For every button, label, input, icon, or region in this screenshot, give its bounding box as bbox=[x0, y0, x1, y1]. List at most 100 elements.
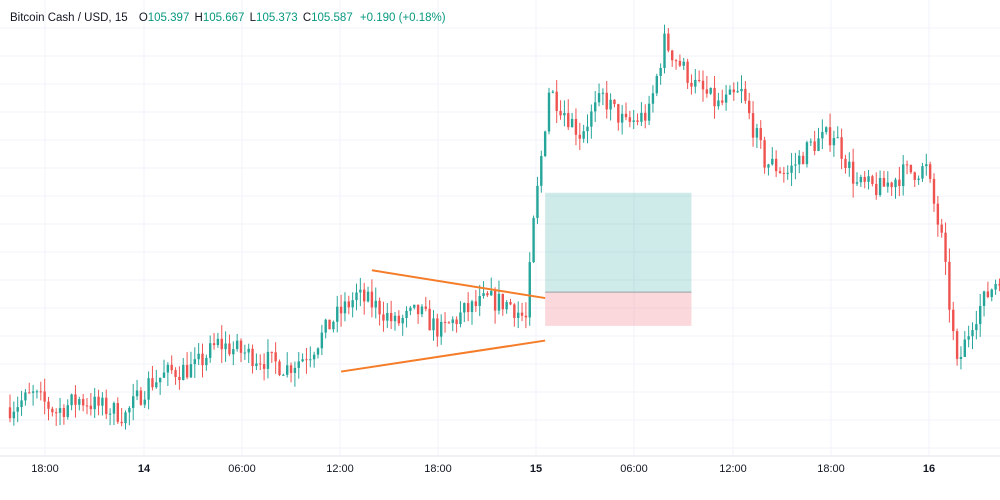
candle-body bbox=[312, 354, 316, 360]
candle-body bbox=[162, 372, 166, 378]
x-tick-label: 18:00 bbox=[31, 463, 59, 475]
candle-body bbox=[578, 134, 581, 139]
candle-body bbox=[701, 80, 705, 90]
candle-body bbox=[778, 171, 782, 173]
candle-body bbox=[305, 359, 308, 361]
candle-body bbox=[855, 182, 859, 184]
candle-body bbox=[782, 172, 786, 174]
candle-body bbox=[101, 397, 104, 406]
candle-body bbox=[309, 359, 312, 361]
candle-body bbox=[609, 99, 612, 110]
candle-body bbox=[555, 91, 558, 111]
candle-body bbox=[875, 183, 878, 196]
candle-body bbox=[574, 118, 578, 135]
candle-body bbox=[151, 378, 154, 388]
candle-body bbox=[301, 359, 304, 362]
candle-body bbox=[432, 318, 435, 331]
candle-body bbox=[559, 110, 562, 116]
candle-body bbox=[316, 348, 320, 355]
x-tick-label: 06:00 bbox=[228, 463, 256, 475]
candle-body bbox=[878, 177, 882, 196]
candle-body bbox=[740, 88, 743, 92]
candle-body bbox=[959, 356, 963, 359]
candle-body bbox=[370, 291, 374, 308]
candle-body bbox=[120, 421, 123, 424]
candle-body bbox=[786, 172, 789, 174]
triangle-pattern[interactable] bbox=[340, 269, 546, 373]
open-value: 105.397 bbox=[147, 12, 190, 24]
stop-loss-zone bbox=[545, 292, 692, 326]
candle-body bbox=[674, 60, 678, 62]
candle-body bbox=[955, 331, 959, 359]
candle-body bbox=[909, 164, 913, 173]
candle-body bbox=[24, 392, 27, 401]
candle-body bbox=[28, 392, 31, 394]
candle-body bbox=[667, 33, 670, 51]
close-value: 105.587 bbox=[311, 12, 353, 24]
candle-body bbox=[135, 390, 139, 397]
candle-body bbox=[74, 394, 77, 405]
change-value: +0.190 (+0.18%) bbox=[359, 12, 446, 24]
candle-body bbox=[986, 291, 990, 298]
high-key: H bbox=[194, 12, 203, 24]
candle-body bbox=[794, 164, 797, 166]
candle-body bbox=[397, 315, 401, 324]
candle-body bbox=[620, 113, 624, 123]
triangle-lower-trendline bbox=[340, 339, 546, 373]
candle-body bbox=[632, 120, 635, 122]
candle-body bbox=[894, 179, 897, 188]
candle-body bbox=[440, 321, 443, 337]
candle-body bbox=[255, 363, 258, 367]
candle-body bbox=[547, 92, 551, 132]
symbol-title: Bitcoin Cash / USD, 15 bbox=[10, 12, 128, 24]
candle-body bbox=[132, 396, 135, 408]
candle-body bbox=[205, 357, 208, 366]
candle-body bbox=[128, 407, 131, 413]
candle-body bbox=[998, 284, 1000, 286]
candle-body bbox=[975, 324, 978, 331]
ohlc-legend: Bitcoin Cash / USD, 15 O105.397 H105.667… bbox=[10, 12, 446, 24]
candle-body bbox=[81, 399, 85, 406]
candle-body bbox=[682, 61, 685, 66]
candle-body bbox=[170, 364, 173, 371]
candle-body bbox=[497, 293, 501, 311]
candle-body bbox=[97, 396, 100, 406]
candle-body bbox=[867, 176, 870, 182]
candle-body bbox=[262, 364, 266, 369]
candle-body bbox=[143, 399, 146, 405]
candle-body bbox=[948, 261, 951, 310]
candle-body bbox=[848, 161, 851, 169]
candle-body bbox=[905, 164, 909, 166]
candle-body bbox=[828, 127, 832, 146]
candle-body bbox=[116, 403, 119, 422]
candle-body bbox=[66, 405, 69, 417]
candle-body bbox=[851, 161, 855, 184]
candle-body bbox=[617, 104, 620, 123]
candle-body bbox=[424, 306, 427, 309]
candle-body bbox=[732, 89, 735, 93]
candle-body bbox=[936, 203, 940, 225]
candle-body bbox=[774, 158, 778, 172]
candle-body bbox=[339, 306, 343, 314]
candle-body bbox=[524, 315, 528, 318]
candle-body bbox=[451, 319, 454, 324]
candle-body bbox=[297, 361, 300, 368]
candle-body bbox=[393, 315, 397, 322]
candle-body bbox=[944, 232, 947, 262]
candle-body bbox=[363, 289, 366, 302]
candle-body bbox=[509, 302, 512, 305]
candle-body bbox=[89, 405, 93, 410]
candle-body bbox=[459, 312, 462, 325]
candle-body bbox=[228, 343, 231, 355]
candle-body bbox=[447, 322, 451, 324]
candle-body bbox=[378, 300, 381, 315]
candle-body bbox=[705, 89, 709, 94]
candle-body bbox=[825, 127, 828, 133]
candle-body bbox=[644, 112, 647, 121]
candle-body bbox=[78, 399, 81, 405]
candle-body bbox=[628, 117, 632, 122]
long-position-tool[interactable] bbox=[545, 192, 692, 326]
candle-body bbox=[913, 172, 916, 180]
